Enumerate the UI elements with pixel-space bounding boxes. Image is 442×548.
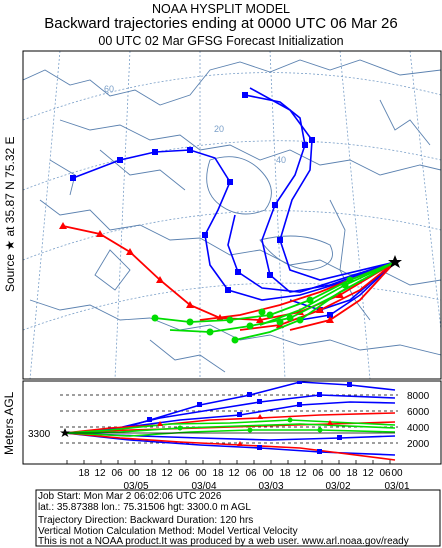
coastlines <box>23 59 441 373</box>
hour-label: 12 <box>295 468 307 479</box>
time-date-labels: 03/05 03/04 03/03 03/02 03/01 <box>123 481 409 492</box>
latitude-label-60: 60 <box>104 84 114 94</box>
hour-label: 18 <box>279 468 291 479</box>
hour-label: 06 <box>245 468 257 479</box>
height-tick-4000: 4000 <box>407 423 430 434</box>
latitude-label-40: 40 <box>276 155 286 165</box>
hour-label: 06 <box>178 468 190 479</box>
hour-label: 18 <box>212 468 224 479</box>
hour-label: 18 <box>145 468 157 479</box>
hour-label: 00 <box>262 468 274 479</box>
info-frame <box>35 489 441 547</box>
hour-label: 06 <box>379 468 391 479</box>
hour-label: 12 <box>161 468 173 479</box>
time-hour-labels: 18 12 06 00 18 12 06 00 18 12 06 00 18 1… <box>78 468 403 479</box>
map-frame <box>22 50 442 380</box>
hour-label: 00 <box>391 468 403 479</box>
time-axis-ticks <box>66 460 391 464</box>
blue-trajectory-markers <box>70 92 333 318</box>
source-label: Source ★ at 35.87 N 75.32 E <box>3 136 17 292</box>
height-tick-2000: 2000 <box>407 439 430 450</box>
date-label-0302: 03/02 <box>325 481 350 492</box>
red-trajectory-markers <box>59 222 344 328</box>
job-start-line: Job Start: Mon Mar 2 06:02:06 UTC 2026 <box>38 491 222 502</box>
start-height-label: 3300 <box>28 429 51 440</box>
trajectory-title: Backward trajectories ending at 0000 UTC… <box>44 15 398 32</box>
forecast-subtitle: 00 UTC 02 Mar GFSG Forecast Initializati… <box>98 34 344 48</box>
disclaimer-line: This is not a NOAA product.It was produc… <box>38 536 409 547</box>
blue-trajectories <box>72 87 396 321</box>
trajectory-map: 60 20 40 <box>23 51 441 379</box>
location-line: lat.: 35.87388 lon.: 75.31506 hgt: 3300.… <box>38 502 251 513</box>
height-ticks: 8000 6000 4000 2000 <box>407 391 430 450</box>
hour-label: 00 <box>195 468 207 479</box>
height-profile-panel: Meters AGL 3300 8000 6000 4000 2000 <box>2 380 442 465</box>
height-axis-label: Meters AGL <box>2 391 16 455</box>
star-icon <box>388 255 402 268</box>
height-profile-markers <box>147 381 352 454</box>
hour-label: 00 <box>128 468 140 479</box>
hour-label: 12 <box>94 468 106 479</box>
hour-label: 12 <box>228 468 240 479</box>
green-trajectory-markers <box>151 276 354 344</box>
hour-label: 06 <box>111 468 123 479</box>
hour-label: 06 <box>312 468 324 479</box>
hour-label: 18 <box>78 468 90 479</box>
date-label-0301: 03/01 <box>384 481 409 492</box>
latitude-label-20: 20 <box>214 124 224 134</box>
vertical-method-line: Vertical Motion Calculation Method: Mode… <box>38 526 298 537</box>
hour-label: 12 <box>362 468 374 479</box>
date-label-0304: 03/04 <box>191 481 216 492</box>
profile-source-star-icon <box>60 428 70 437</box>
direction-line: Trajectory Direction: Backward Duration:… <box>38 515 254 526</box>
hour-label: 00 <box>329 468 341 479</box>
model-title: NOAA HYSPLIT MODEL <box>151 2 290 16</box>
date-label-0305: 03/05 <box>123 481 148 492</box>
height-tick-8000: 8000 <box>407 391 430 402</box>
date-label-0303: 03/03 <box>258 481 283 492</box>
hour-label: 18 <box>346 468 358 479</box>
height-tick-6000: 6000 <box>407 407 430 418</box>
